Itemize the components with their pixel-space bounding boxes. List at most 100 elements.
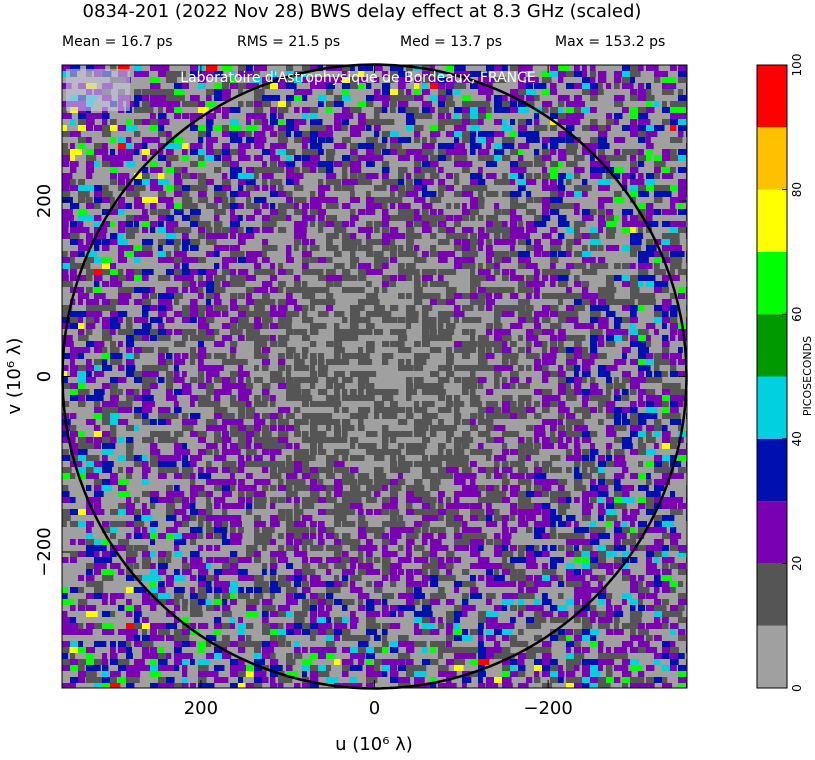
- texture-cell: [566, 641, 578, 647]
- texture-cell: [246, 383, 254, 389]
- texture-cell: [326, 569, 332, 575]
- texture-cell: [198, 341, 204, 347]
- texture-cell: [62, 587, 68, 593]
- texture-cell: [270, 557, 277, 563]
- texture-cell: [574, 431, 585, 437]
- texture-cell: [390, 533, 402, 539]
- texture-cell: [366, 539, 373, 545]
- texture-cell: [126, 269, 135, 275]
- texture-cell: [94, 425, 101, 431]
- texture-cell: [622, 497, 635, 503]
- texture-cell: [86, 185, 96, 191]
- texture-cell: [662, 431, 671, 437]
- texture-cell: [414, 209, 420, 215]
- texture-cell: [486, 287, 498, 293]
- texture-cell: [574, 275, 580, 281]
- texture-cell: [190, 623, 196, 629]
- texture-cell: [110, 269, 122, 275]
- texture-cell: [302, 269, 314, 275]
- texture-cell: [214, 569, 223, 575]
- texture-cell: [502, 479, 510, 485]
- texture-cell: [246, 65, 253, 71]
- texture-cell: [470, 209, 479, 215]
- texture-cell: [190, 269, 201, 275]
- texture-cell: [342, 239, 355, 245]
- texture-cell: [638, 527, 651, 533]
- texture-cell: [94, 245, 100, 251]
- texture-cell: [150, 197, 159, 203]
- texture-cell: [646, 173, 656, 179]
- texture-cell: [622, 467, 629, 473]
- texture-cell: [422, 227, 432, 233]
- texture-cell: [582, 509, 592, 515]
- texture-cell: [566, 419, 576, 425]
- texture-cell: [590, 95, 598, 101]
- texture-cell: [606, 311, 616, 317]
- texture-cell: [462, 467, 472, 473]
- texture-cell: [254, 203, 260, 209]
- texture-cell: [598, 323, 609, 329]
- texture-cell: [614, 425, 627, 431]
- texture-cell: [422, 557, 429, 563]
- texture-cell: [302, 461, 310, 467]
- texture-cell: [606, 563, 614, 569]
- texture-cell: [134, 521, 145, 527]
- texture-cell: [294, 167, 300, 173]
- texture-cell: [558, 407, 570, 413]
- texture-cell: [358, 77, 367, 83]
- texture-cell: [574, 581, 586, 587]
- texture-cell: [326, 509, 336, 515]
- texture-cell: [478, 233, 490, 239]
- texture-cell: [430, 479, 441, 485]
- texture-cell: [638, 251, 651, 257]
- texture-cell: [190, 455, 203, 461]
- texture-cell: [374, 107, 383, 113]
- texture-cell: [406, 173, 412, 179]
- texture-cell: [278, 353, 285, 359]
- texture-cell: [678, 581, 684, 587]
- texture-cell: [654, 209, 662, 215]
- texture-cell: [374, 389, 383, 395]
- texture-cell: [470, 119, 483, 125]
- texture-cell: [478, 557, 490, 563]
- texture-cell: [326, 629, 336, 635]
- texture-cell: [62, 383, 75, 389]
- texture-cell: [582, 347, 588, 353]
- texture-cell: [678, 335, 687, 341]
- texture-cell: [494, 149, 505, 155]
- texture-cell: [614, 521, 621, 527]
- texture-cell: [662, 569, 672, 575]
- texture-cell: [470, 485, 479, 491]
- texture-cell: [342, 569, 355, 575]
- texture-cell: [214, 329, 220, 335]
- texture-cell: [614, 167, 625, 173]
- texture-cell: [326, 581, 337, 587]
- texture-cell: [486, 569, 494, 575]
- texture-cell: [534, 479, 545, 485]
- texture-cell: [662, 515, 675, 521]
- texture-cell: [550, 431, 556, 437]
- texture-cell: [558, 185, 566, 191]
- texture-cell: [366, 599, 376, 605]
- texture-cell: [518, 629, 524, 635]
- texture-cell: [310, 137, 318, 143]
- texture-cell: [86, 443, 99, 449]
- texture-cell: [262, 353, 269, 359]
- texture-cell: [222, 509, 228, 515]
- texture-cell: [270, 335, 276, 341]
- texture-cell: [86, 305, 95, 311]
- texture-cell: [486, 305, 493, 311]
- texture-cell: [430, 197, 442, 203]
- texture-cell: [558, 335, 570, 341]
- texture-cell: [566, 539, 579, 545]
- texture-cell: [302, 455, 315, 461]
- texture-cell: [550, 311, 560, 317]
- texture-cell: [326, 587, 336, 593]
- texture-cell: [166, 377, 175, 383]
- texture-cell: [646, 389, 656, 395]
- texture-cell: [574, 533, 585, 539]
- texture-cell: [678, 89, 684, 95]
- texture-cell: [662, 149, 675, 155]
- texture-cell: [526, 293, 532, 299]
- texture-cell: [342, 71, 348, 77]
